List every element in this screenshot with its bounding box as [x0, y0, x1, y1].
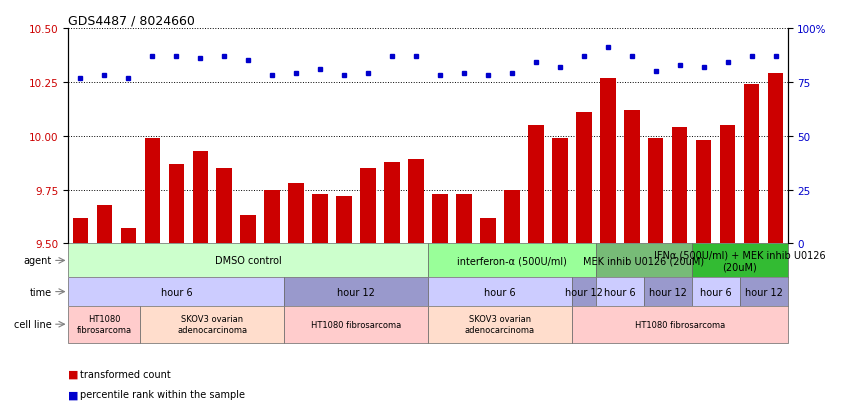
Bar	[572, 306, 788, 343]
Bar	[576, 113, 591, 244]
Text: HT1080 fibrosarcoma: HT1080 fibrosarcoma	[634, 320, 725, 329]
Bar	[288, 184, 304, 244]
Bar	[68, 306, 140, 343]
Bar	[720, 126, 735, 244]
Bar	[241, 216, 256, 244]
Bar	[336, 197, 352, 244]
Text: GDS4487 / 8024660: GDS4487 / 8024660	[68, 15, 195, 28]
Bar	[312, 195, 328, 244]
Bar	[284, 306, 428, 343]
Bar	[428, 278, 572, 306]
Text: interferon-α (500U/ml): interferon-α (500U/ml)	[457, 256, 567, 266]
Text: hour 12: hour 12	[565, 287, 603, 297]
Bar	[169, 164, 184, 244]
Text: cell line: cell line	[14, 319, 51, 330]
Bar	[744, 85, 759, 244]
Bar	[768, 74, 783, 244]
Bar	[68, 244, 428, 278]
Bar	[504, 190, 520, 244]
Text: IFNα (500U/ml) + MEK inhib U0126
(20uM): IFNα (500U/ml) + MEK inhib U0126 (20uM)	[654, 250, 825, 272]
Bar	[193, 152, 208, 244]
Bar	[528, 126, 544, 244]
Bar	[360, 169, 376, 244]
Bar	[672, 128, 687, 244]
Bar	[692, 278, 740, 306]
Bar	[644, 278, 692, 306]
Text: HT1080
fibrosarcoma: HT1080 fibrosarcoma	[77, 315, 132, 334]
Bar	[596, 278, 644, 306]
Bar	[265, 190, 280, 244]
Text: ■: ■	[68, 369, 79, 379]
Text: hour 6: hour 6	[161, 287, 192, 297]
Bar	[596, 244, 692, 278]
Bar	[572, 278, 596, 306]
Text: hour 12: hour 12	[745, 287, 782, 297]
Bar	[68, 278, 284, 306]
Bar	[428, 244, 596, 278]
Bar	[408, 160, 424, 244]
Text: HT1080 fibrosarcoma: HT1080 fibrosarcoma	[311, 320, 401, 329]
Bar	[432, 195, 448, 244]
Bar	[73, 218, 88, 244]
Bar	[284, 278, 428, 306]
Bar	[140, 306, 284, 343]
Bar	[692, 244, 788, 278]
Text: ■: ■	[68, 389, 79, 399]
Bar	[740, 278, 788, 306]
Text: hour 6: hour 6	[604, 287, 635, 297]
Bar	[480, 218, 496, 244]
Text: DMSO control: DMSO control	[215, 256, 282, 266]
Text: SKOV3 ovarian
adenocarcinoma: SKOV3 ovarian adenocarcinoma	[465, 315, 535, 334]
Text: hour 6: hour 6	[700, 287, 731, 297]
Bar	[384, 162, 400, 244]
Text: hour 6: hour 6	[484, 287, 515, 297]
Text: MEK inhib U0126 (20uM): MEK inhib U0126 (20uM)	[583, 256, 704, 266]
Bar	[145, 138, 160, 244]
Bar	[696, 141, 711, 244]
Text: hour 12: hour 12	[649, 287, 687, 297]
Bar	[648, 138, 663, 244]
Text: hour 12: hour 12	[337, 287, 375, 297]
Bar	[428, 306, 572, 343]
Bar	[552, 138, 568, 244]
Bar	[217, 169, 232, 244]
Bar	[600, 78, 615, 244]
Bar	[121, 229, 136, 244]
Text: time: time	[30, 287, 51, 297]
Text: percentile rank within the sample: percentile rank within the sample	[80, 389, 245, 399]
Text: agent: agent	[23, 256, 51, 266]
Text: SKOV3 ovarian
adenocarcinoma: SKOV3 ovarian adenocarcinoma	[177, 315, 247, 334]
Bar	[456, 195, 472, 244]
Text: transformed count: transformed count	[80, 369, 170, 379]
Bar	[624, 111, 639, 244]
Bar	[97, 205, 112, 244]
